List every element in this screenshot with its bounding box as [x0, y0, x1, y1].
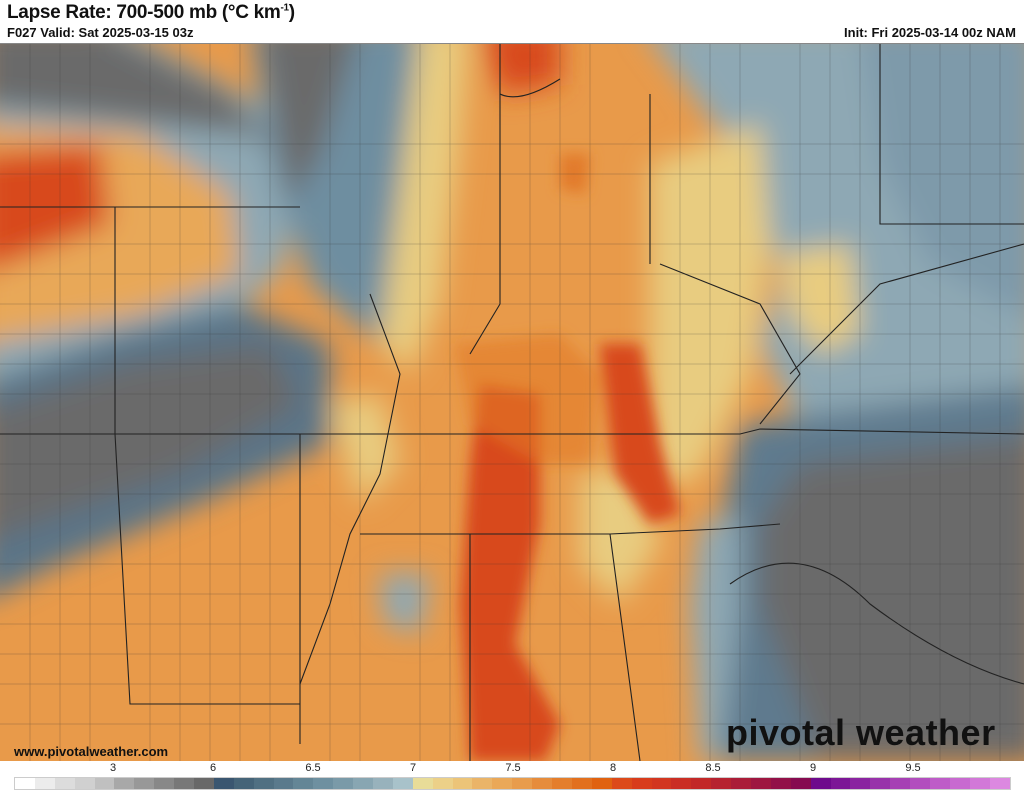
colorbar-swatch [571, 778, 592, 789]
colorbar-swatch [432, 778, 453, 789]
colorbar-swatch [591, 778, 612, 789]
colorbar-swatch [492, 778, 513, 789]
colorbar-swatch [293, 778, 314, 789]
pivotal-weather-logo: pivotal weather [726, 712, 996, 753]
colorbar-swatch [929, 778, 950, 789]
colorbar-swatch [512, 778, 533, 789]
colorbar-swatch [134, 778, 155, 789]
init-time: Init: Fri 2025-03-14 00z NAM [844, 25, 1016, 40]
colorbar-swatch [253, 778, 274, 789]
colorbar-swatch [750, 778, 771, 789]
valid-time: F027 Valid: Sat 2025-03-15 03z [7, 25, 194, 40]
colorbar-label: 6.5 [305, 762, 321, 774]
colorbar-swatch [989, 778, 1010, 789]
colorbar-swatch [910, 778, 930, 789]
colorbar-label: 8 [609, 762, 617, 774]
colorbar-swatch [731, 778, 751, 789]
colorbar-label: 7 [409, 762, 417, 774]
website-watermark: www.pivotalweather.com [14, 744, 169, 759]
colorbar-swatch [790, 778, 811, 789]
colorbar-swatch [114, 778, 135, 789]
colorbar-swatch [353, 778, 374, 789]
colorbar-label: 9.5 [905, 762, 921, 774]
colorbar-label: 6 [209, 762, 217, 774]
colorbar-swatch [94, 778, 115, 789]
county-borders [0, 44, 1024, 761]
colorbar-swatch [174, 778, 195, 789]
colorbar-swatch [273, 778, 294, 789]
colorbar-swatch [373, 778, 393, 789]
colorbar-swatch [194, 778, 214, 789]
colorbar-swatch [233, 778, 254, 789]
colorbar-swatch [890, 778, 911, 789]
colorbar-swatch [711, 778, 732, 789]
colorbar-swatch [552, 778, 572, 789]
colorbar-swatch [532, 778, 553, 789]
field-red-band [460, 384, 560, 761]
colorbar-swatch [472, 778, 493, 789]
colorbar-swatch [412, 778, 433, 789]
colorbar [14, 777, 1011, 790]
colorbar-swatch [850, 778, 871, 789]
colorbar-swatch [671, 778, 692, 789]
colorbar-swatch [770, 778, 791, 789]
colorbar-swatch [810, 778, 831, 789]
colorbar-swatch [54, 778, 75, 789]
colorbar-label: 9 [809, 762, 817, 774]
colorbar-label: 7.5 [505, 762, 521, 774]
colorbar-swatch [949, 778, 970, 789]
colorbar-swatch [830, 778, 851, 789]
colorbar-swatch [691, 778, 712, 789]
lapse-rate-map[interactable] [0, 43, 1024, 761]
colorbar-swatch [631, 778, 652, 789]
colorbar-swatch [74, 778, 95, 789]
state-borders [0, 44, 1024, 761]
colorbar-label: 8.5 [705, 762, 721, 774]
colorbar-swatch [611, 778, 632, 789]
colorbar-swatch [969, 778, 990, 789]
colorbar-swatch [154, 778, 175, 789]
colorbar-swatch [392, 778, 413, 789]
colorbar-label: 3 [109, 762, 117, 774]
colorbar-swatch [651, 778, 672, 789]
colorbar-swatch [34, 778, 55, 789]
chart-title: Lapse Rate: 700-500 mb (°C km-1) [7, 2, 295, 23]
colorbar-swatch [452, 778, 473, 789]
colorbar-swatch [15, 778, 35, 789]
colorbar-swatch [313, 778, 334, 789]
colorbar-swatch [213, 778, 234, 789]
map-field [0, 44, 1024, 761]
colorbar-swatch [870, 778, 891, 789]
colorbar-swatch [333, 778, 354, 789]
